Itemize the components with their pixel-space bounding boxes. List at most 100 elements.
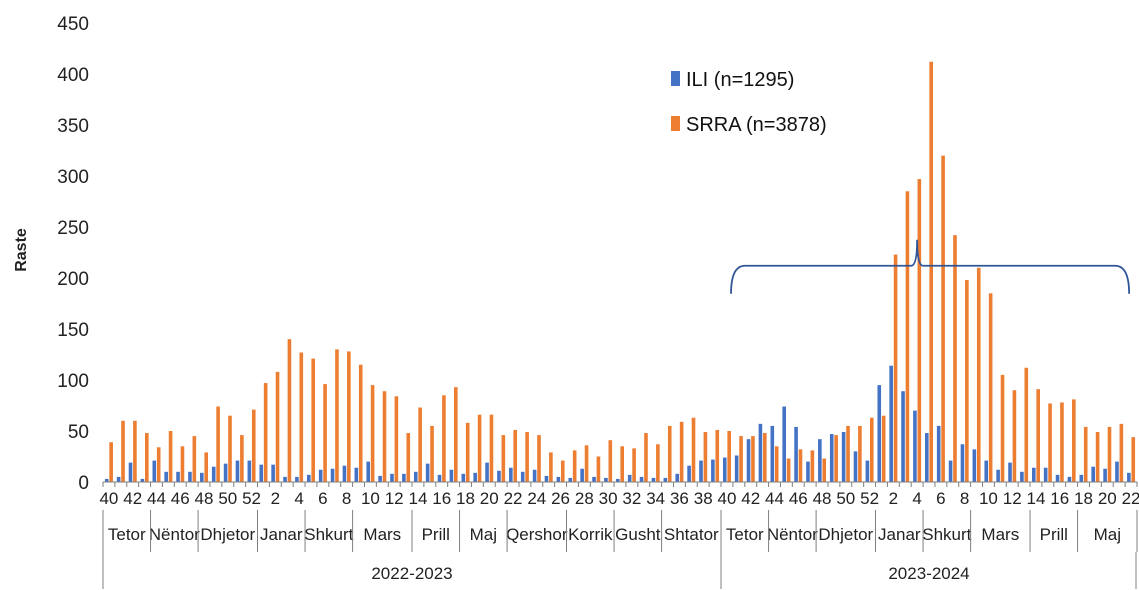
week-label: 42	[123, 489, 142, 508]
ili-bar	[413, 471, 418, 482]
week-label: 44	[765, 489, 784, 508]
ili-bar	[1020, 471, 1024, 482]
week-label: 18	[1074, 489, 1093, 508]
week-label: 14	[1027, 489, 1046, 508]
srra-bar	[715, 429, 720, 482]
week-label: 18	[456, 489, 475, 508]
week-label: 50	[218, 489, 237, 508]
ili-bar	[152, 460, 157, 482]
srra-bar	[489, 414, 494, 482]
ili-bar	[758, 423, 763, 482]
ili-bar	[925, 433, 929, 482]
ili-bar	[639, 476, 644, 482]
ili-bar	[1091, 466, 1095, 482]
srra-bar	[751, 436, 755, 482]
ili-bar	[235, 460, 240, 482]
ili-bar	[913, 410, 917, 482]
srra-bar	[109, 442, 113, 482]
ili-bar	[259, 464, 264, 482]
ili-bar	[651, 477, 656, 482]
ili-bar	[592, 476, 596, 482]
ili-bar	[306, 474, 311, 482]
srra-bar	[358, 364, 363, 482]
srra-bar	[335, 349, 339, 482]
ili-bar	[568, 477, 573, 482]
srra-bar	[917, 179, 922, 482]
ili-bar	[390, 473, 394, 482]
srra-bar	[347, 351, 351, 482]
srra-bar	[251, 409, 256, 482]
ili-bar	[497, 470, 501, 482]
ili-bar	[984, 460, 989, 482]
ili-bar	[200, 472, 204, 482]
season-label: 2023-2024	[888, 564, 969, 583]
month-label: Janar	[260, 525, 303, 544]
ili-bar	[972, 449, 977, 482]
week-label: 30	[599, 489, 618, 508]
week-label: 16	[432, 489, 451, 508]
week-label: 36	[670, 489, 689, 508]
ili-bar	[865, 460, 870, 482]
srra-bar	[834, 435, 838, 482]
x-axis: 40 42 44 46 48 50 52 2 4 6 8 10 12 14 16 18 20 22 24 26 28 30…	[99, 481, 1139, 589]
week-label: 6	[318, 489, 327, 508]
ili-bar	[1031, 467, 1036, 482]
srra-bar	[703, 432, 708, 482]
month-label: Nëntor	[149, 525, 200, 544]
ili-bar	[188, 471, 192, 482]
ili-bar	[746, 439, 751, 482]
week-label: 6	[936, 489, 945, 508]
ili-bar	[449, 469, 454, 482]
ili-bar	[425, 463, 430, 482]
ili-bar	[782, 406, 786, 482]
srra-bar	[822, 458, 827, 482]
srra-bar	[644, 433, 648, 482]
srra-bar	[121, 420, 125, 482]
week-label: 8	[342, 489, 351, 508]
month-label: Prill	[422, 525, 450, 544]
ili-bar	[1103, 468, 1107, 482]
month-label: Dhjetor	[818, 525, 873, 544]
ili-bar	[485, 462, 489, 482]
month-label: Korrik	[568, 525, 613, 544]
ili-bar	[770, 425, 775, 482]
srra-bar	[477, 414, 482, 482]
y-tick-label: 300	[57, 167, 89, 188]
srra-bar	[1060, 402, 1064, 482]
month-label: Qershor	[506, 525, 568, 544]
month-label: Shtator	[664, 525, 719, 544]
month-label: Janar	[878, 525, 921, 544]
ili-bar	[473, 472, 477, 482]
month-label: Tetor	[108, 525, 146, 544]
ili-bar	[116, 476, 121, 482]
srra-bar	[1012, 390, 1017, 482]
srra-bar	[1048, 403, 1052, 482]
srra-bar	[810, 450, 815, 482]
week-label: 12	[385, 489, 404, 508]
ili-bar	[936, 425, 941, 482]
week-label: 38	[694, 489, 713, 508]
ili-bar	[366, 461, 371, 482]
y-tick-label: 100	[57, 371, 89, 392]
week-label: 12	[1003, 489, 1022, 508]
legend-label-ili: ILI (n=1295)	[686, 69, 794, 91]
ili-bar	[1067, 476, 1072, 482]
week-label: 20	[480, 489, 499, 508]
week-label: 2	[889, 489, 898, 508]
srra-bar	[584, 445, 589, 482]
srra-bar	[560, 460, 565, 482]
ili-bar	[544, 475, 549, 482]
ili-bar	[711, 459, 715, 482]
ili-bar	[1008, 462, 1012, 482]
week-label: 50	[836, 489, 855, 508]
month-label: Mars	[363, 525, 401, 544]
srra-bar	[1119, 423, 1124, 482]
week-label: 22	[1122, 489, 1139, 508]
week-label: 48	[813, 489, 832, 508]
srra-bar	[156, 447, 161, 482]
ili-bar	[734, 455, 739, 482]
srra-bar	[656, 444, 660, 482]
y-tick-label: 350	[57, 116, 89, 137]
srra-bar	[786, 458, 791, 482]
